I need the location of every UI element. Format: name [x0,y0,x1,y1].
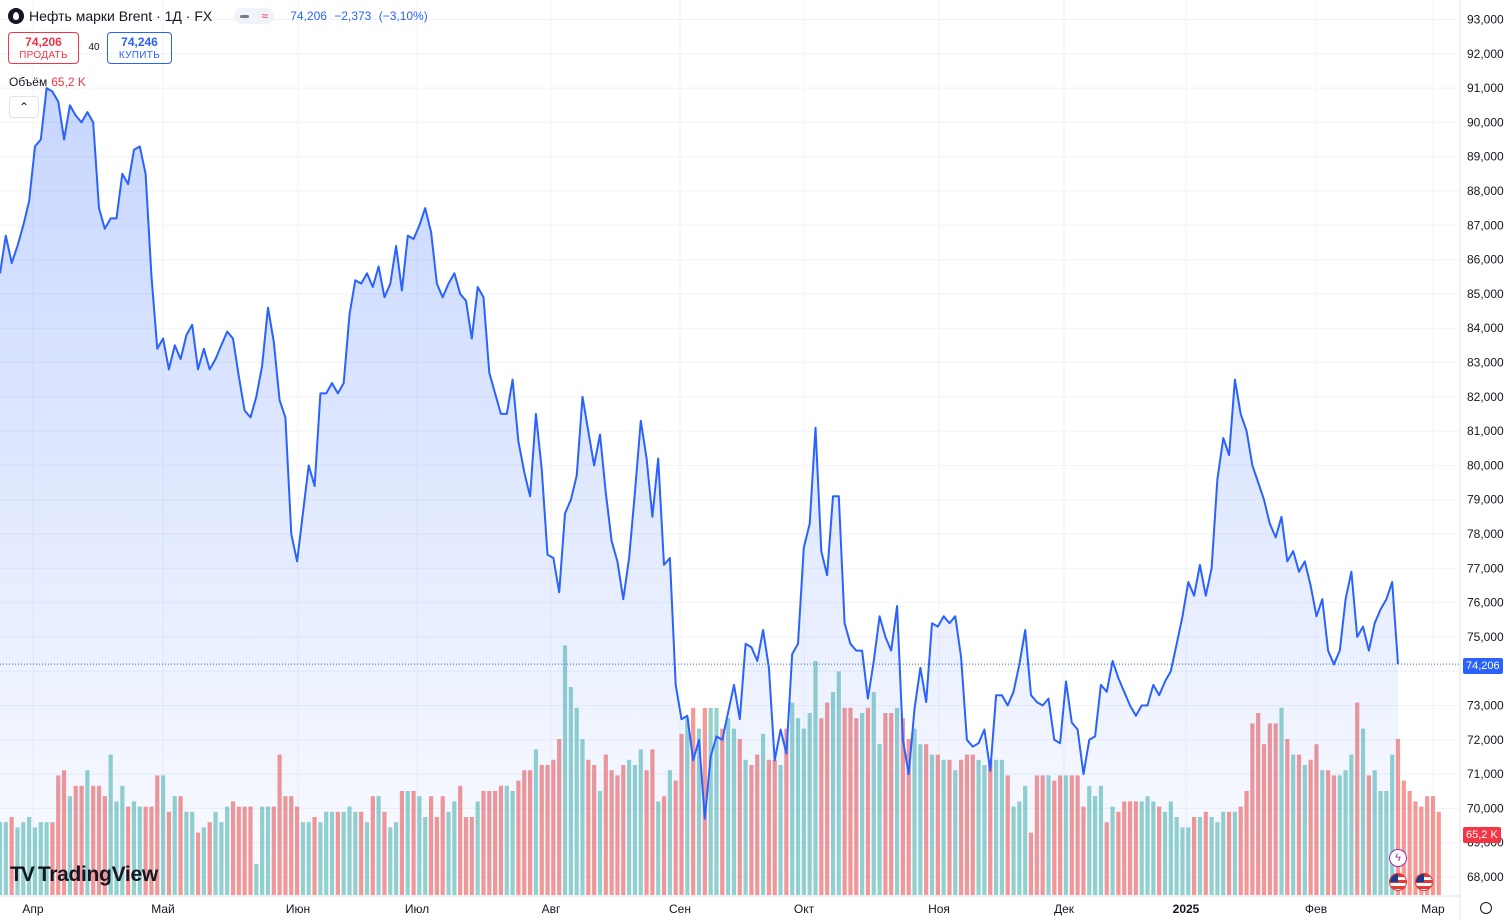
gear-icon[interactable] [1480,902,1492,914]
sell-price: 74,206 [25,35,62,49]
price-tick-label: 72,000 [1467,733,1504,747]
price-area [0,88,1398,896]
buy-price: 74,246 [121,35,158,49]
volume-bar [1430,796,1436,895]
volume-bar [702,707,707,895]
volume-value: 65,2 K [51,75,86,89]
price-tick-label: 91,000 [1467,81,1504,95]
compare-toggle[interactable]: ≈ [234,8,275,24]
time-tick-label: Ноя [928,902,950,916]
header-values: 74,206 −2,373 (−3,10%) [290,9,431,23]
volume-bar [1407,791,1412,895]
volume-bar [1425,796,1430,895]
price-tick-label: 77,000 [1467,561,1504,575]
price-tick-label: 75,000 [1467,630,1504,644]
price-change: −2,373 [334,9,372,23]
price-tick-label: 81,000 [1467,424,1504,438]
time-tick-label: Июн [286,902,310,916]
logo-text: TradingView [37,863,158,886]
us-flag-icon[interactable] [1415,873,1433,891]
approx-icon: ≈ [261,9,269,23]
price-tick-label: 70,000 [1467,801,1504,815]
volume-label: Объём [9,75,48,89]
price-tick-label: 89,000 [1467,150,1504,164]
price-tick-label: 71,000 [1467,767,1504,781]
price-tick-label: 76,000 [1467,596,1504,610]
price-tick-label: 83,000 [1467,356,1504,370]
price-tick-label: 93,000 [1467,13,1504,27]
price-tick-label: 85,000 [1467,287,1504,301]
price-tick-label: 68,000 [1467,870,1504,884]
tradingview-logo-icon: TV [10,863,35,886]
price-tick-label: 82,000 [1467,390,1504,404]
volume-bar [1419,806,1424,895]
time-tick-label: Фев [1305,902,1327,916]
price-axis[interactable]: 93,000 92,000 91,000 90,000 89,000 88,000 87,0… [1467,13,1504,885]
time-tick-label: Авг [542,902,561,916]
time-tick-label: Апр [22,902,44,916]
last-volume-label: 65,2 K [1463,827,1501,843]
sell-label: ПРОДАТЬ [19,50,68,61]
time-tick-label: Окт [794,902,815,916]
price-tick-label: 80,000 [1467,458,1504,472]
oil-drop-icon [8,8,24,24]
price-tick-label: 87,000 [1467,218,1504,232]
chart-header: Нефть марки Brent · 1Д · FX ≈ 74,206 −2,… [8,6,432,26]
sell-button[interactable]: 74,206 ПРОДАТЬ [8,32,79,64]
time-tick-label: 2025 [1173,902,1200,916]
price-tick-label: 86,000 [1467,253,1504,267]
price-tick-label: 90,000 [1467,115,1504,129]
price-tick-label: 88,000 [1467,184,1504,198]
time-tick-label: Дек [1054,902,1075,916]
last-price-label: 74,206 [1463,658,1503,674]
price-change-pct: (−3,10%) [378,9,428,23]
volume-bar [1413,801,1418,895]
symbol-title[interactable]: Нефть марки Brent · 1Д · FX [29,8,213,24]
buy-button[interactable]: 74,246 КУПИТЬ [107,32,172,64]
price-line [0,87,1399,820]
price-tick-label: 73,000 [1467,699,1504,713]
time-axis[interactable]: Апр Май Июн Июл Авг Сен Окт Ноя Дек 2025 Фев Мар [22,902,1445,916]
price-tick-label: 84,000 [1467,321,1504,335]
minus-icon [240,14,250,18]
volume-bar [1401,780,1406,895]
last-price: 74,206 [290,9,327,23]
us-flag-icon[interactable] [1389,873,1407,891]
time-tick-label: Май [151,902,175,916]
tradingview-logo[interactable]: TV TradingView [10,862,158,888]
lightning-icon[interactable]: ϟ [1389,849,1407,867]
price-tick-label: 92,000 [1467,47,1504,61]
price-tick-label: 79,000 [1467,493,1504,507]
buy-label: КУПИТЬ [118,50,161,61]
volume-legend[interactable]: Объём 65,2 K [9,75,86,89]
price-tick-label: 78,000 [1467,527,1504,541]
spread-value: 40 [88,42,100,53]
time-tick-label: Мар [1421,902,1445,916]
time-tick-label: Июл [405,902,429,916]
time-tick-label: Сен [669,902,691,916]
chevron-up-icon: ⌃ [18,100,30,114]
collapse-button[interactable]: ⌃ [9,96,39,118]
volume-bar [1436,811,1441,895]
